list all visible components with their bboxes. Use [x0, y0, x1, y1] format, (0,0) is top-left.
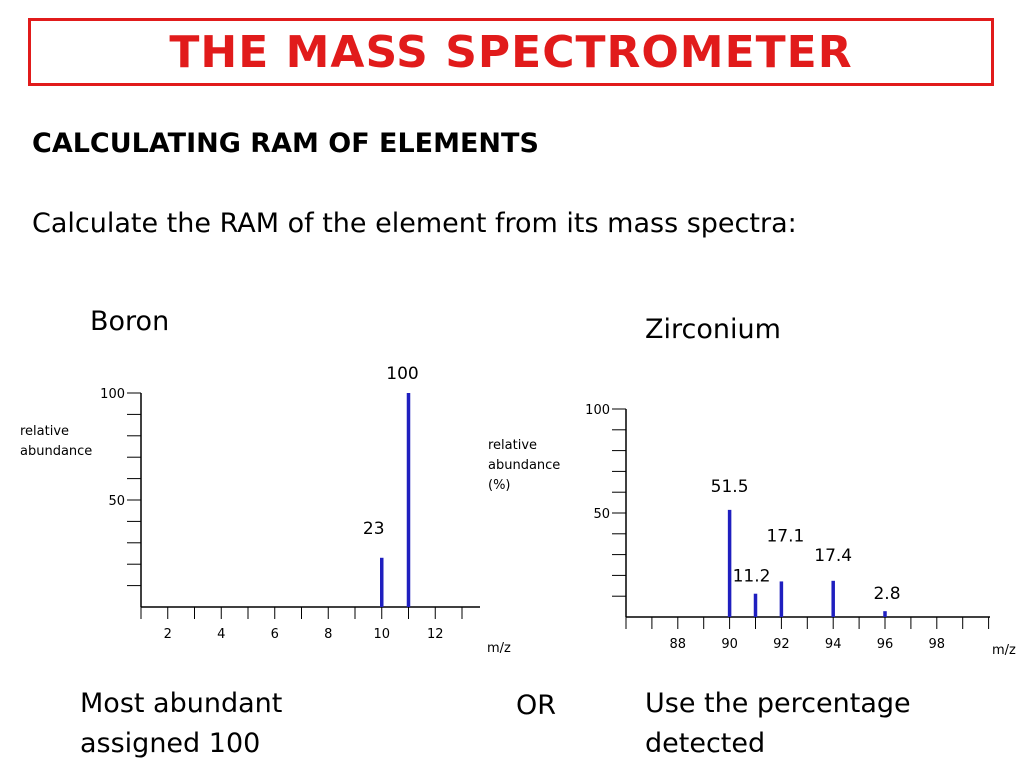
- zirconium-data-label: 17.1: [766, 526, 804, 546]
- zirconium-data-label: 51.5: [711, 477, 749, 497]
- title-box: THE MASS SPECTROMETER: [28, 18, 994, 86]
- boron-data-label: 100: [386, 364, 418, 384]
- left-caption-line2: assigned 100: [80, 728, 261, 759]
- zirconium-x-tick-label: 98: [929, 637, 946, 652]
- section-heading: CALCULATING RAM OF ELEMENTS: [32, 128, 539, 159]
- boron-ylabel-line1: relative: [20, 424, 69, 439]
- boron-x-tick-label: 12: [427, 627, 444, 642]
- boron-x-tick-label: 8: [324, 627, 332, 642]
- zirconium-data-label: 17.4: [814, 546, 852, 566]
- boron-xlabel: m/z: [487, 641, 511, 656]
- instruction-text: Calculate the RAM of the element from it…: [32, 208, 797, 239]
- left-caption: Most abundant assigned 100: [80, 684, 282, 764]
- zirconium-x-tick-label: 90: [721, 637, 738, 652]
- zirconium-x-tick-label: 88: [670, 637, 687, 652]
- zirconium-ylabel-line1: relative: [488, 438, 537, 453]
- zirconium-x-tick-label: 96: [877, 637, 894, 652]
- zirconium-ylabel-line3: (%): [488, 478, 511, 493]
- boron-x-tick-label: 2: [164, 627, 172, 642]
- boron-y-tick-label: 100: [100, 387, 125, 402]
- left-caption-line1: Most abundant: [80, 688, 283, 719]
- zirconium-x-tick-label: 92: [773, 637, 790, 652]
- boron-chart-title: Boron: [90, 306, 170, 337]
- zirconium-ylabel-line2: abundance: [488, 458, 560, 473]
- zirconium-y-tick-label: 100: [585, 403, 610, 418]
- or-label: OR: [516, 690, 557, 721]
- zirconium-chart-title: Zirconium: [645, 314, 781, 345]
- zirconium-x-tick-label: 94: [825, 637, 842, 652]
- right-caption: Use the percentage detected: [645, 684, 911, 764]
- boron-data-label: 23: [363, 519, 385, 539]
- boron-y-tick-label: 50: [108, 494, 125, 509]
- zirconium-data-label: 11.2: [733, 567, 771, 587]
- zirconium-data-label: 2.8: [873, 584, 900, 604]
- boron-ylabel-line2: abundance: [20, 444, 92, 459]
- boron-x-tick-label: 10: [373, 627, 390, 642]
- right-caption-line2: detected: [645, 728, 766, 759]
- zirconium-xlabel: m/z: [992, 643, 1016, 658]
- page-title: THE MASS SPECTROMETER: [169, 26, 853, 78]
- boron-x-tick-label: 6: [271, 627, 279, 642]
- zirconium-y-tick-label: 50: [593, 507, 610, 522]
- boron-x-tick-label: 4: [217, 627, 225, 642]
- right-caption-line1: Use the percentage: [645, 688, 911, 719]
